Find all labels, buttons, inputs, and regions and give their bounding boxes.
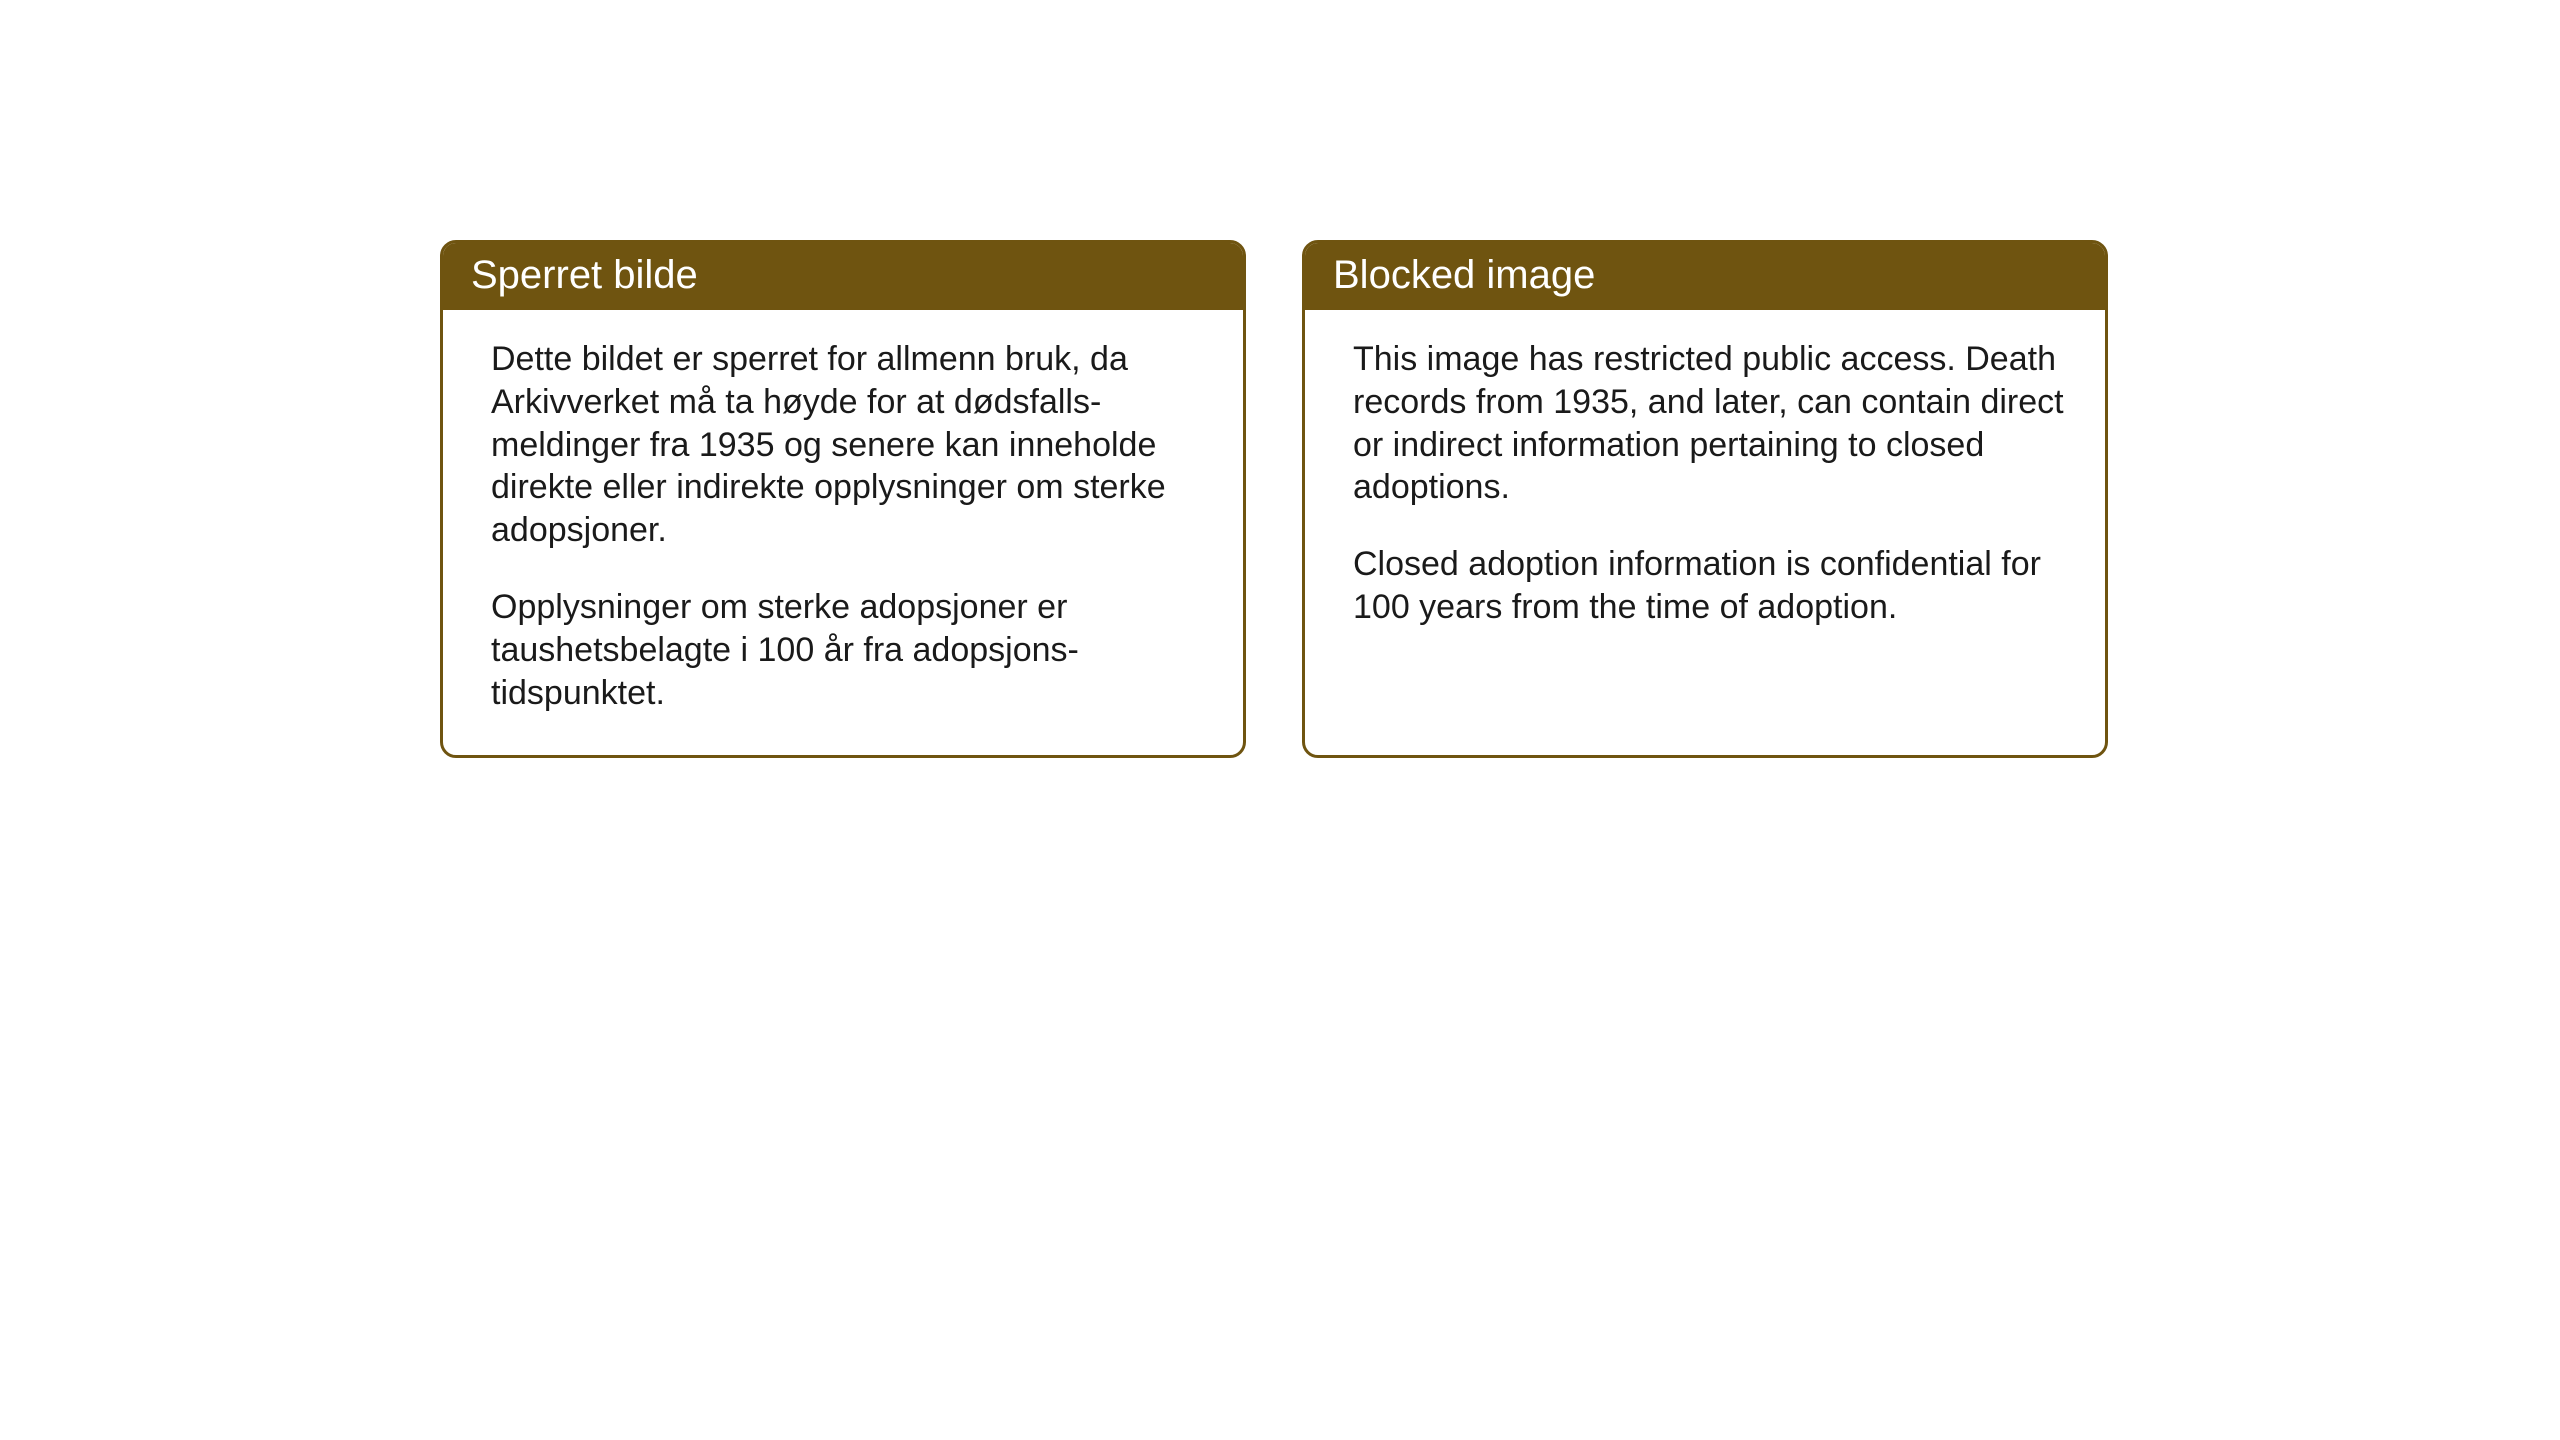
card-header-norwegian: Sperret bilde	[443, 243, 1243, 310]
card-body-english: This image has restricted public access.…	[1305, 310, 2105, 669]
blocked-card-english: Blocked image This image has restricted …	[1302, 240, 2108, 758]
card-header-english: Blocked image	[1305, 243, 2105, 310]
card-paragraph-1: Dette bildet er sperret for allmenn bruk…	[491, 338, 1203, 552]
cards-container: Sperret bilde Dette bildet er sperret fo…	[440, 240, 2108, 758]
blocked-card-norwegian: Sperret bilde Dette bildet er sperret fo…	[440, 240, 1246, 758]
card-body-norwegian: Dette bildet er sperret for allmenn bruk…	[443, 310, 1243, 755]
card-paragraph-2: Closed adoption information is confident…	[1353, 543, 2065, 629]
card-paragraph-2: Opplysninger om sterke adopsjoner er tau…	[491, 586, 1203, 714]
card-paragraph-1: This image has restricted public access.…	[1353, 338, 2065, 509]
